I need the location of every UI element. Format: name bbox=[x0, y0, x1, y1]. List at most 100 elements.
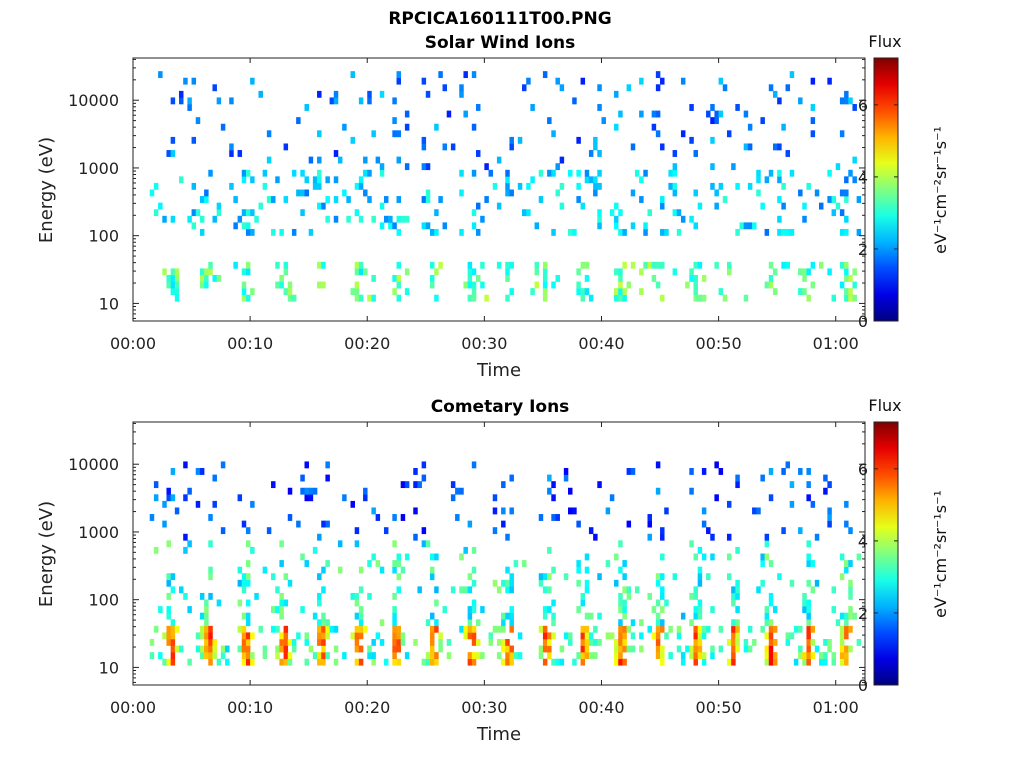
flux-cell bbox=[208, 169, 213, 177]
flux-cell bbox=[174, 274, 180, 282]
flux-cell bbox=[358, 645, 364, 653]
flux-cell bbox=[660, 625, 665, 633]
flux-cell bbox=[839, 573, 845, 581]
flux-cell bbox=[693, 606, 698, 613]
flux-cell bbox=[404, 215, 410, 223]
flux-cell bbox=[831, 586, 837, 594]
flux-cell bbox=[333, 176, 339, 184]
flux-cell bbox=[501, 507, 506, 515]
flux-cell bbox=[634, 586, 640, 594]
flux-cell bbox=[279, 645, 284, 653]
flux-cell bbox=[563, 474, 569, 482]
flux-cell bbox=[501, 579, 506, 587]
flux-cell bbox=[471, 579, 477, 587]
flux-cell bbox=[245, 294, 251, 302]
flux-cell bbox=[806, 468, 811, 475]
flux-cell bbox=[254, 215, 259, 223]
flux-cell bbox=[551, 494, 556, 502]
flux-cell bbox=[626, 625, 632, 633]
flux-cell bbox=[421, 222, 427, 230]
flux-cell bbox=[593, 136, 598, 144]
flux-cell bbox=[467, 274, 473, 282]
flux-cell bbox=[304, 461, 309, 469]
flux-cell bbox=[271, 625, 276, 633]
flux-cell bbox=[166, 150, 171, 157]
flux-cell bbox=[392, 632, 397, 640]
flux-cell bbox=[655, 461, 661, 469]
flux-cell bbox=[614, 638, 619, 646]
flux-cell bbox=[752, 507, 757, 515]
flux-cell bbox=[459, 625, 464, 633]
flux-cell bbox=[283, 632, 289, 640]
flux-cell bbox=[718, 77, 724, 85]
flux-cell bbox=[162, 268, 167, 276]
flux-cell bbox=[831, 606, 837, 613]
flux-cell bbox=[325, 560, 330, 567]
flux-cell bbox=[199, 625, 205, 633]
flux-cell bbox=[509, 625, 514, 633]
flux-cell bbox=[371, 215, 376, 223]
flux-cell bbox=[618, 110, 623, 118]
flux-cell bbox=[400, 514, 406, 521]
flux-cell bbox=[250, 632, 255, 640]
flux-cell bbox=[622, 261, 627, 269]
flux-cell bbox=[752, 222, 757, 230]
flux-cell bbox=[396, 215, 401, 223]
flux-cell bbox=[760, 553, 765, 561]
flux-cell bbox=[848, 97, 853, 105]
flux-cell bbox=[555, 189, 560, 197]
flux-cell bbox=[325, 632, 330, 640]
flux-cell bbox=[475, 619, 481, 627]
flux-cell bbox=[371, 652, 376, 660]
flux-cell bbox=[429, 652, 435, 660]
flux-cell bbox=[358, 658, 364, 666]
flux-cell bbox=[618, 652, 623, 660]
flux-cell bbox=[806, 652, 811, 660]
flux-cell bbox=[756, 507, 761, 515]
flux-cell bbox=[304, 638, 309, 646]
flux-cell bbox=[442, 84, 448, 92]
flux-cell bbox=[396, 632, 401, 640]
flux-cell bbox=[781, 202, 786, 210]
flux-cell bbox=[254, 592, 259, 600]
flux-cell bbox=[676, 645, 682, 653]
flux-cell bbox=[237, 566, 243, 574]
flux-cell bbox=[844, 625, 849, 633]
flux-cell bbox=[789, 481, 795, 489]
flux-cell bbox=[584, 566, 590, 574]
flux-cell bbox=[392, 97, 397, 105]
flux-cell bbox=[848, 274, 853, 282]
flux-cell bbox=[848, 612, 853, 620]
flux-cell bbox=[697, 599, 703, 607]
flux-cell bbox=[764, 645, 770, 653]
flux-cell bbox=[446, 652, 452, 660]
flux-cell bbox=[383, 196, 389, 203]
flux-cell bbox=[639, 77, 644, 85]
flux-cell bbox=[438, 638, 443, 646]
flux-cell bbox=[731, 586, 736, 594]
flux-cell bbox=[480, 652, 485, 660]
flux-cell bbox=[827, 638, 832, 646]
flux-cell bbox=[660, 228, 665, 236]
flux-cell bbox=[731, 599, 736, 607]
flux-cell bbox=[346, 215, 351, 223]
flux-cell bbox=[772, 268, 778, 276]
flux-cell bbox=[622, 573, 627, 581]
flux-cell bbox=[459, 487, 464, 495]
flux-cell bbox=[162, 658, 167, 666]
flux-cell bbox=[572, 658, 577, 666]
flux-cell bbox=[321, 658, 326, 666]
flux-cell bbox=[488, 638, 494, 646]
flux-cell bbox=[839, 97, 845, 105]
flux-cell bbox=[844, 658, 849, 666]
flux-cell bbox=[245, 222, 251, 230]
flux-cell bbox=[425, 189, 431, 197]
flux-cell bbox=[718, 625, 724, 633]
flux-cell bbox=[806, 182, 811, 190]
flux-cell bbox=[170, 586, 176, 594]
flux-cell bbox=[576, 560, 581, 567]
flux-cell bbox=[170, 658, 176, 666]
flux-cell bbox=[333, 645, 339, 653]
flux-cell bbox=[802, 599, 807, 607]
flux-cell bbox=[199, 592, 205, 600]
